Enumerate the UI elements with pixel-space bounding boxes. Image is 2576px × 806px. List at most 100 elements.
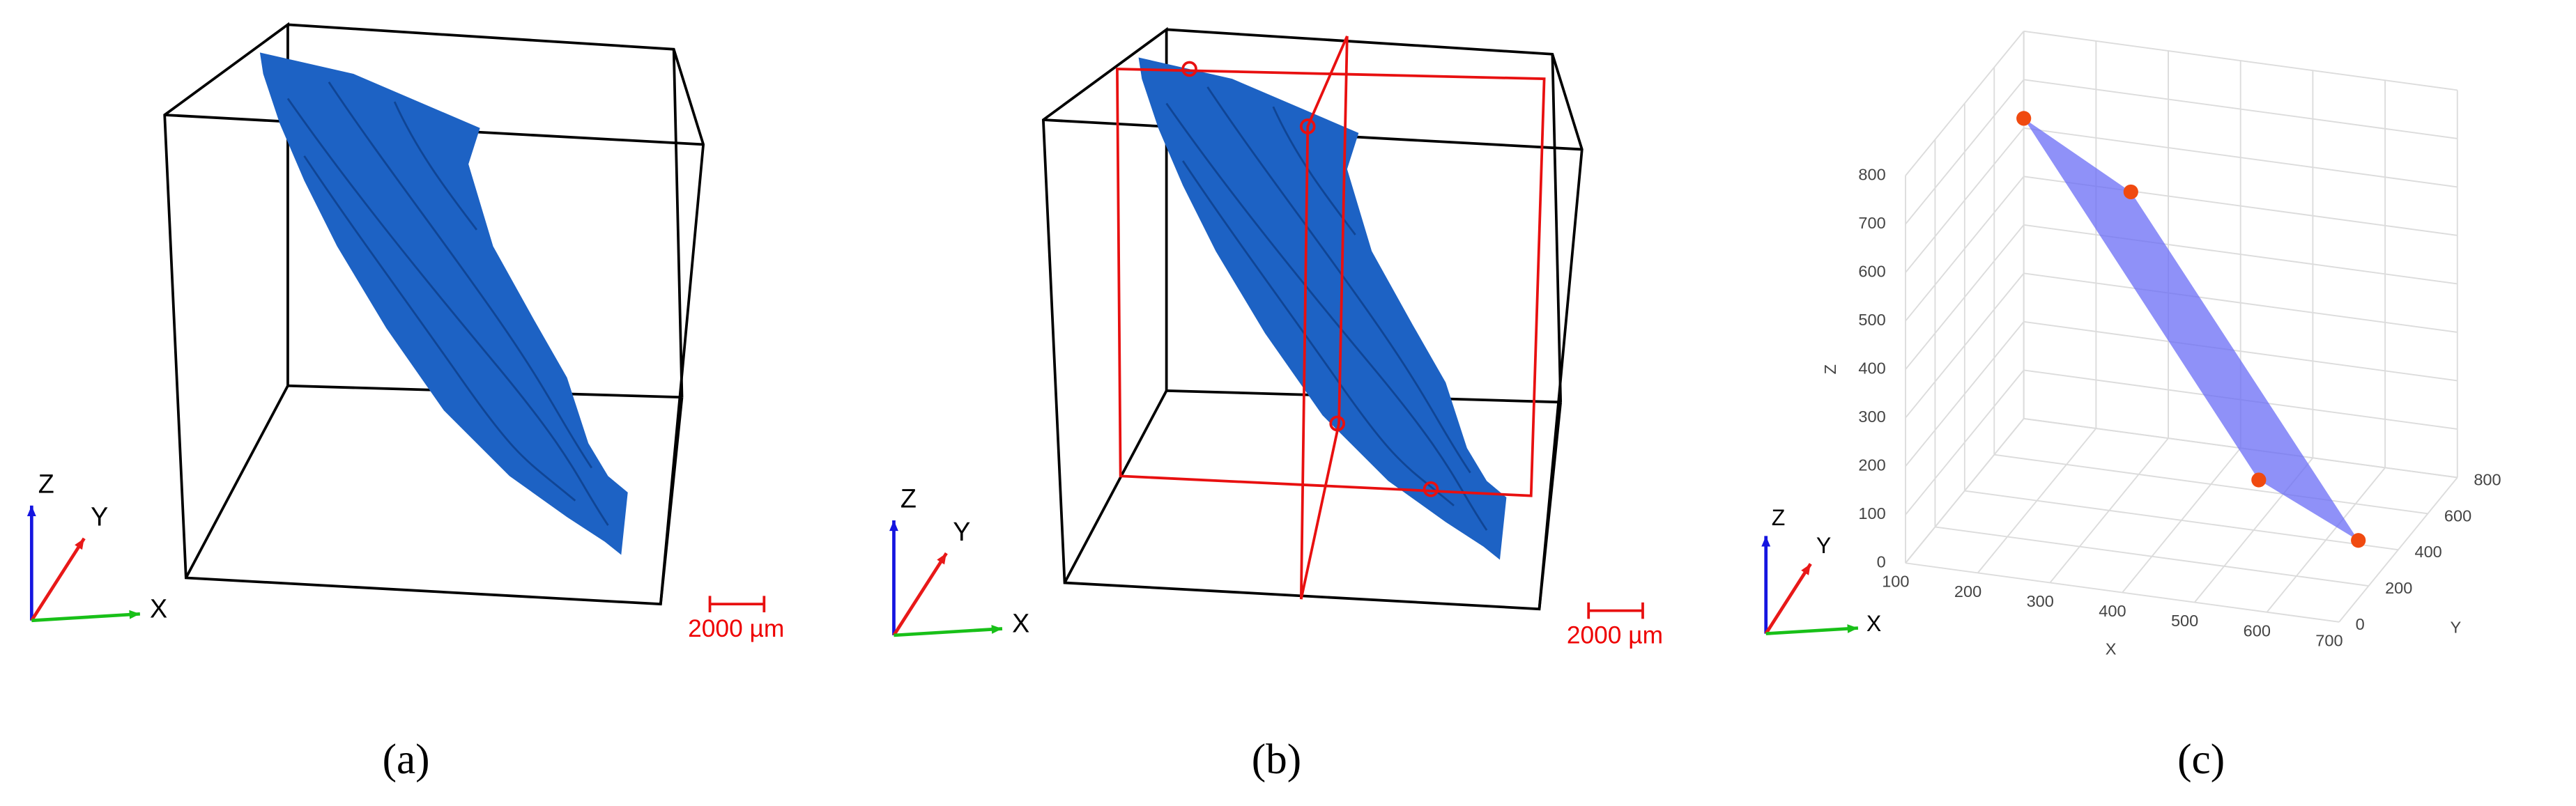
axis-arrow: [30, 537, 86, 621]
z-tick-label: 400: [1858, 359, 1885, 377]
z-tick-label: 600: [1858, 262, 1885, 280]
grid-line: [1905, 272, 2025, 419]
z-tick-label: 0: [1877, 552, 1886, 571]
frame-edge: [1116, 68, 1546, 497]
plane: [2023, 118, 2359, 541]
panel-label: (b): [1252, 736, 1301, 783]
axis-arrow: [892, 552, 948, 637]
panel-label: (c): [2177, 736, 2225, 783]
axis-label: Y: [91, 502, 108, 532]
point: [2123, 184, 2138, 200]
x-tick-label: 300: [2027, 592, 2054, 610]
grid-line: [1935, 526, 2369, 587]
z-tick-label: 500: [1858, 311, 1885, 329]
x-tick-label: 600: [2244, 621, 2271, 640]
axis-label: Z: [1772, 505, 1786, 530]
grid-line: [1994, 454, 2428, 515]
arrow-head: [991, 625, 1002, 634]
panel-b: [1042, 28, 1584, 611]
intersection: [1181, 61, 1197, 77]
x-tick-label: 700: [2315, 631, 2343, 649]
grid-line: [1905, 31, 2025, 176]
axis-arrow: [1765, 626, 1859, 635]
intersection: [1299, 118, 1316, 134]
annotations: Z Y X Z Y X Z Y X 2000 µm 2000 µm (a) (b) (c) 100 200 30…: [26, 30, 2501, 783]
frame-edge: [1300, 36, 1349, 600]
grid-line: [1905, 369, 2025, 516]
bounding-box: [163, 22, 705, 606]
scale-bar-label: 2000 µm: [688, 615, 784, 642]
x-tick-label: 400: [2099, 602, 2126, 620]
red-frame: [1116, 36, 1546, 600]
arrow-head: [889, 520, 898, 532]
x-axis-title: X: [2106, 640, 2117, 658]
y-tick-label: 200: [2385, 579, 2412, 597]
box-edge: [185, 385, 289, 579]
point: [2016, 111, 2032, 126]
frame-edge: [1299, 36, 1349, 600]
axis-label: Y: [953, 517, 970, 546]
intersection: [1423, 481, 1439, 497]
z-tick-label: 800: [1858, 165, 1885, 183]
surface-texture: [286, 82, 609, 526]
grid-line: [1964, 490, 2399, 551]
axis-label: Y: [1816, 533, 1831, 558]
grid-line: [1905, 562, 2340, 623]
grid-line: [2023, 224, 2458, 285]
ridge: [328, 82, 593, 469]
fracture-surface: [259, 52, 628, 555]
intersection: [1329, 415, 1346, 432]
y-tick-label: 400: [2415, 543, 2442, 561]
y-tick-label: 800: [2474, 470, 2501, 488]
z-axis-title: Z: [1821, 364, 1839, 374]
axis-label: X: [150, 594, 167, 623]
ridge: [393, 101, 478, 231]
point: [2251, 472, 2267, 488]
grid-line: [1905, 321, 2025, 467]
y-tick-label: 600: [2444, 506, 2471, 525]
z-tick-label: 100: [1858, 504, 1885, 522]
grid-line: [2023, 272, 2458, 333]
arrow-head: [75, 538, 84, 550]
z-tick-label: 300: [1858, 408, 1885, 426]
grid-line: [1905, 224, 2025, 370]
z-tick-label: 200: [1858, 456, 1885, 474]
axis-label: Z: [38, 469, 54, 498]
axis-label: X: [1866, 611, 1881, 636]
axis-label: X: [1012, 609, 1029, 638]
box-edge: [672, 49, 684, 398]
arrow-head: [937, 553, 946, 565]
arrow-head: [1847, 624, 1858, 633]
axis-label: Z: [900, 484, 917, 513]
grid-line: [1905, 418, 2025, 564]
grid-line: [2023, 30, 2458, 91]
arrow-head: [1761, 536, 1771, 547]
arrow-head: [26, 505, 36, 516]
box-edge: [163, 22, 705, 606]
ridge: [286, 98, 609, 526]
scale-bar-label: 2000 µm: [1567, 622, 1663, 649]
grid-line: [2023, 320, 2458, 382]
x-tick-label: 200: [1954, 582, 1981, 600]
x-tick-label: 500: [2171, 612, 2198, 630]
grid-line: [2023, 79, 2458, 139]
ridge: [303, 155, 576, 502]
grid-line: [1905, 176, 2025, 322]
point: [2351, 533, 2366, 548]
axis-arrow: [31, 612, 141, 623]
axis-arrow: [1764, 563, 1812, 635]
grid-line: [1905, 127, 2025, 273]
y-tick-label: 0: [2356, 615, 2365, 633]
arrow-head: [129, 610, 140, 619]
surface: [259, 52, 628, 555]
y-axis-title: Y: [2451, 619, 2462, 637]
z-tick-label: 700: [1858, 214, 1885, 232]
arrow-head: [1801, 564, 1811, 575]
axis-arrow: [894, 627, 1003, 637]
x-tick-label: 100: [1882, 573, 1909, 591]
box-edge: [659, 397, 684, 605]
grid-line: [2023, 127, 2458, 188]
panel-label: (a): [383, 736, 430, 783]
